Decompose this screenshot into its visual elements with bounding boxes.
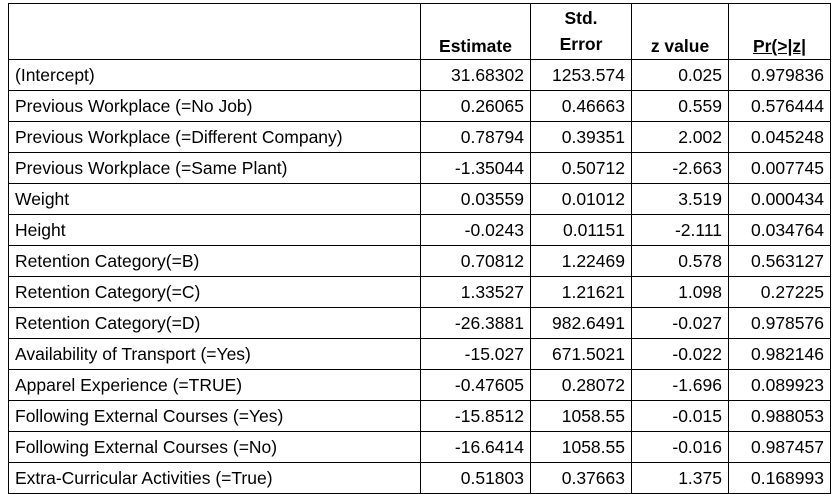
estimate-cell: -16.6414 bbox=[420, 431, 531, 463]
table-row: Retention Category(=C) 1.33527 1.21621 1.09… bbox=[8, 276, 831, 308]
estimate-cell: 0.70812 bbox=[420, 245, 531, 277]
regression-table: Estimate Std. Error z value Pr(>|z| (Int… bbox=[8, 3, 831, 494]
table-row: Availability of Transport (=Yes) -15.027 6… bbox=[8, 338, 831, 370]
z-value-cell: -0.016 bbox=[631, 431, 729, 463]
p-value-cell: 0.000434 bbox=[728, 183, 831, 215]
p-value-cell: 0.576444 bbox=[728, 90, 831, 122]
header-p-value-text: Pr(>|z| bbox=[752, 36, 807, 56]
row-label: Apparel Experience (=TRUE) bbox=[8, 369, 421, 401]
table-row: Retention Category(=B) 0.70812 1.22469 0.57… bbox=[8, 245, 831, 277]
std-error-cell: 0.46663 bbox=[530, 90, 632, 122]
estimate-cell: -26.3881 bbox=[420, 307, 531, 339]
header-z-value: z value bbox=[631, 3, 729, 60]
row-label: Retention Category(=D) bbox=[8, 307, 421, 339]
table-row: Following External Courses (=No) -16.6414… bbox=[8, 431, 831, 463]
header-std-error-text: Std. Error bbox=[559, 8, 603, 54]
p-value-cell: 0.27225 bbox=[728, 276, 831, 308]
p-value-cell: 0.045248 bbox=[728, 121, 831, 153]
p-value-cell: 0.978576 bbox=[728, 307, 831, 339]
estimate-cell: -0.0243 bbox=[420, 214, 531, 246]
table-row: Retention Category(=D) -26.3881 982.6491 -0… bbox=[8, 307, 831, 339]
row-label: Previous Workplace (=Different Company) bbox=[8, 121, 421, 153]
z-value-cell: 2.002 bbox=[631, 121, 729, 153]
z-value-cell: -2.663 bbox=[631, 152, 729, 184]
p-value-cell: 0.987457 bbox=[728, 431, 831, 463]
estimate-cell: 0.26065 bbox=[420, 90, 531, 122]
p-value-cell: 0.563127 bbox=[728, 245, 831, 277]
std-error-cell: 0.39351 bbox=[530, 121, 632, 153]
z-value-cell: -0.015 bbox=[631, 400, 729, 432]
z-value-cell: 0.578 bbox=[631, 245, 729, 277]
row-label: Availability of Transport (=Yes) bbox=[8, 338, 421, 370]
std-error-cell: 1.21621 bbox=[530, 276, 632, 308]
std-error-cell: 1058.55 bbox=[530, 400, 632, 432]
header-std-error: Std. Error bbox=[530, 3, 632, 60]
z-value-cell: 1.375 bbox=[631, 462, 729, 494]
p-value-cell: 0.034764 bbox=[728, 214, 831, 246]
z-value-cell: 0.025 bbox=[631, 59, 729, 91]
table-row: Weight 0.03559 0.01012 3.519 0.000434 bbox=[8, 183, 831, 215]
z-value-cell: 3.519 bbox=[631, 183, 729, 215]
p-value-cell: 0.979836 bbox=[728, 59, 831, 91]
row-label: Following External Courses (=Yes) bbox=[8, 400, 421, 432]
std-error-cell: 1253.574 bbox=[530, 59, 632, 91]
estimate-cell: -0.47605 bbox=[420, 369, 531, 401]
estimate-cell: 0.78794 bbox=[420, 121, 531, 153]
std-error-cell: 0.50712 bbox=[530, 152, 632, 184]
header-estimate: Estimate bbox=[420, 3, 531, 60]
std-error-cell: 1.22469 bbox=[530, 245, 632, 277]
estimate-cell: -15.8512 bbox=[420, 400, 531, 432]
std-error-cell: 0.28072 bbox=[530, 369, 632, 401]
table-row: Previous Workplace (=Same Plant) -1.35044… bbox=[8, 152, 831, 184]
z-value-cell: -2.111 bbox=[631, 214, 729, 246]
table-row: Height -0.0243 0.01151 -2.111 0.034764 bbox=[8, 214, 831, 246]
row-label: Weight bbox=[8, 183, 421, 215]
std-error-cell: 982.6491 bbox=[530, 307, 632, 339]
p-value-cell: 0.982146 bbox=[728, 338, 831, 370]
row-label: Previous Workplace (=No Job) bbox=[8, 90, 421, 122]
row-label: Retention Category(=B) bbox=[8, 245, 421, 277]
estimate-cell: -15.027 bbox=[420, 338, 531, 370]
p-value-cell: 0.988053 bbox=[728, 400, 831, 432]
row-label: Retention Category(=C) bbox=[8, 276, 421, 308]
estimate-cell: 31.68302 bbox=[420, 59, 531, 91]
row-label: Extra-Curricular Activities (=True) bbox=[8, 462, 421, 494]
p-value-cell: 0.089923 bbox=[728, 369, 831, 401]
row-label: Height bbox=[8, 214, 421, 246]
table-row: Following External Courses (=Yes) -15.851… bbox=[8, 400, 831, 432]
p-value-cell: 0.007745 bbox=[728, 152, 831, 184]
std-error-cell: 671.5021 bbox=[530, 338, 632, 370]
std-error-cell: 0.01151 bbox=[530, 214, 632, 246]
z-value-cell: -0.022 bbox=[631, 338, 729, 370]
std-error-cell: 1058.55 bbox=[530, 431, 632, 463]
z-value-cell: 1.098 bbox=[631, 276, 729, 308]
row-label: Previous Workplace (=Same Plant) bbox=[8, 152, 421, 184]
std-error-cell: 0.01012 bbox=[530, 183, 632, 215]
table-row: (Intercept) 31.68302 1253.574 0.025 0.979836 bbox=[8, 59, 831, 91]
row-label: Following External Courses (=No) bbox=[8, 431, 421, 463]
estimate-cell: 0.51803 bbox=[420, 462, 531, 494]
z-value-cell: -1.696 bbox=[631, 369, 729, 401]
estimate-cell: 0.03559 bbox=[420, 183, 531, 215]
header-p-value: Pr(>|z| bbox=[728, 3, 831, 60]
header-row: Estimate Std. Error z value Pr(>|z| bbox=[8, 3, 831, 60]
header-variable bbox=[8, 3, 421, 60]
std-error-cell: 0.37663 bbox=[530, 462, 632, 494]
table-row: Apparel Experience (=TRUE) -0.47605 0.2807… bbox=[8, 369, 831, 401]
table-row: Previous Workplace (=No Job) 0.26065 0.466… bbox=[8, 90, 831, 122]
z-value-cell: 0.559 bbox=[631, 90, 729, 122]
estimate-cell: 1.33527 bbox=[420, 276, 531, 308]
estimate-cell: -1.35044 bbox=[420, 152, 531, 184]
row-label: (Intercept) bbox=[8, 59, 421, 91]
table-body: (Intercept) 31.68302 1253.574 0.025 0.979836… bbox=[8, 59, 831, 494]
table-row: Extra-Curricular Activities (=True) 0.518… bbox=[8, 462, 831, 494]
p-value-cell: 0.168993 bbox=[728, 462, 831, 494]
table-row: Previous Workplace (=Different Company) 0… bbox=[8, 121, 831, 153]
z-value-cell: -0.027 bbox=[631, 307, 729, 339]
